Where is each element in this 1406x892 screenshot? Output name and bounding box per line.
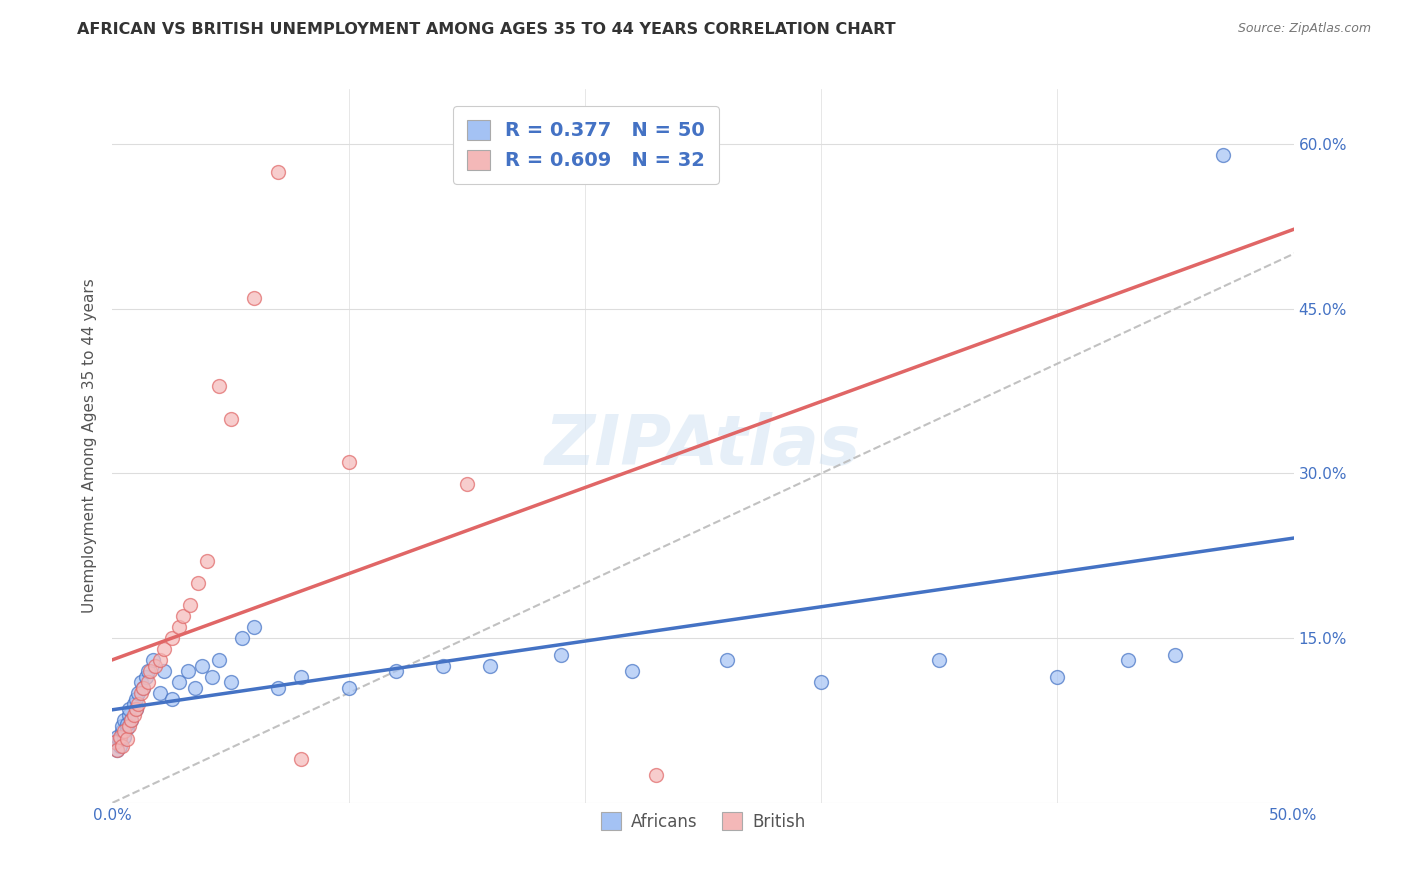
Point [132,681,155,695]
Point [191,658,214,673]
Point [108,732,131,747]
Point [122,708,145,723]
Point [456,477,478,491]
Point [111,724,134,739]
Point [104,735,127,749]
Point [149,686,172,700]
Point [136,664,159,678]
Point [105,743,128,757]
Text: ZIPAtlas: ZIPAtlas [546,412,860,480]
Point [125,691,148,706]
Point [243,291,266,305]
Point [550,648,572,662]
Point [195,554,218,568]
Point [115,732,138,747]
Point [385,664,408,678]
Point [243,620,266,634]
Point [118,719,141,733]
Point [111,719,134,733]
Point [136,675,159,690]
Point [219,411,242,425]
Point [208,653,231,667]
Point [231,631,253,645]
Point [928,653,950,667]
Point [118,702,141,716]
Point [125,702,148,716]
Legend: Africans, British: Africans, British [593,805,813,838]
Point [160,691,183,706]
Point [122,697,145,711]
Point [1046,669,1069,683]
Point [290,752,312,766]
Point [153,642,176,657]
Y-axis label: Unemployment Among Ages 35 to 44 years: Unemployment Among Ages 35 to 44 years [82,278,97,614]
Point [108,739,131,753]
Point [142,653,165,667]
Point [120,714,142,728]
Point [149,653,172,667]
Point [153,664,176,678]
Point [143,658,166,673]
Point [290,669,312,683]
Point [716,653,738,667]
Point [104,735,127,749]
Point [129,675,152,690]
Point [127,697,149,711]
Point [112,730,135,744]
Point [127,686,149,700]
Point [337,455,360,469]
Point [115,721,138,735]
Point [1116,653,1139,667]
Point [267,681,290,695]
Point [179,598,201,612]
Point [219,675,242,690]
Point [112,724,135,739]
Point [1164,648,1187,662]
Point [621,664,644,678]
Point [108,730,131,744]
Point [167,620,190,634]
Point [135,669,157,683]
Point [111,739,134,753]
Point [184,681,207,695]
Point [139,664,162,678]
Point [115,716,138,731]
Point [186,576,208,591]
Point [810,675,832,690]
Point [177,664,200,678]
Point [129,686,152,700]
Point [132,681,155,695]
Point [105,743,128,757]
Point [167,675,190,690]
Point [644,768,666,782]
Point [337,681,360,695]
Point [118,708,141,723]
Point [120,714,142,728]
Point [267,164,290,178]
Text: Source: ZipAtlas.com: Source: ZipAtlas.com [1237,22,1371,36]
Point [479,658,502,673]
Point [201,669,224,683]
Point [172,609,194,624]
Point [105,730,128,744]
Point [112,714,135,728]
Text: AFRICAN VS BRITISH UNEMPLOYMENT AMONG AGES 35 TO 44 YEARS CORRELATION CHART: AFRICAN VS BRITISH UNEMPLOYMENT AMONG AG… [77,22,896,37]
Point [1212,148,1234,162]
Point [160,631,183,645]
Point [125,702,148,716]
Point [208,378,231,392]
Point [432,658,454,673]
